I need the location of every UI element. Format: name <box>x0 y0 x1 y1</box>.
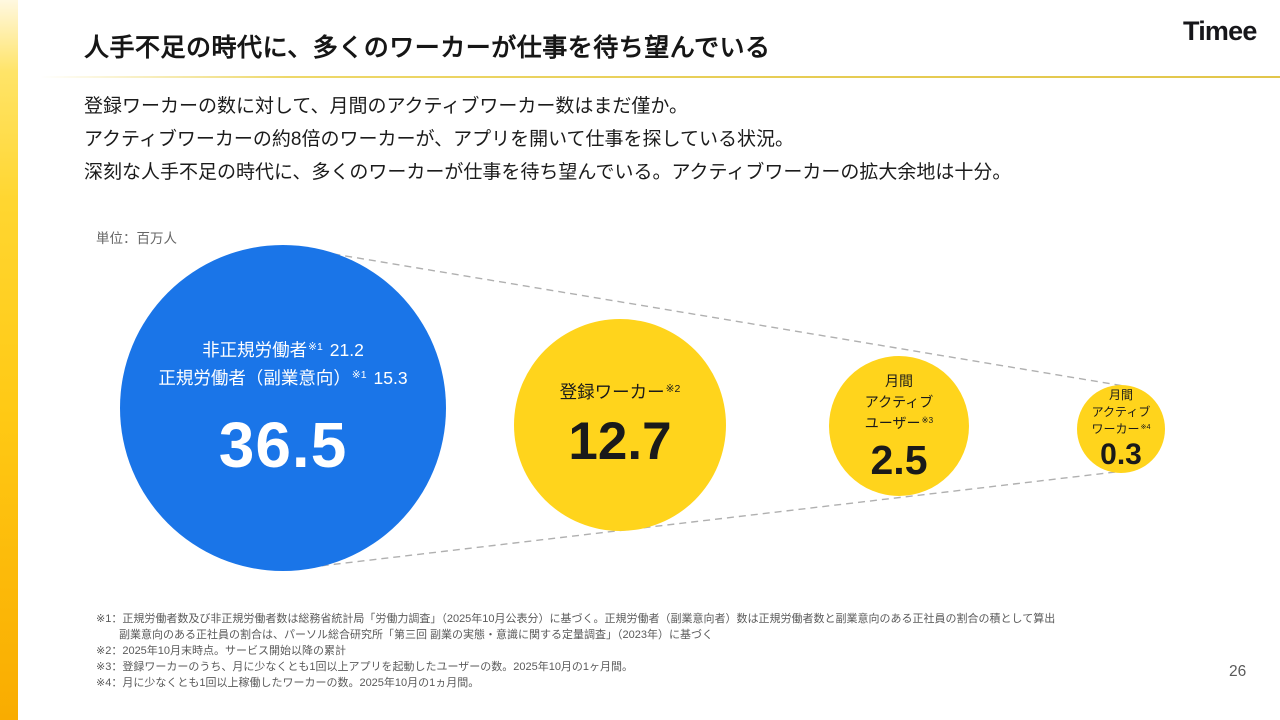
footnote-ref-1: ※1 <box>308 340 323 353</box>
footnotes: ※1：正規労働者数及び非正規労働者数は総務省統計局「労働力調査」（2025年10… <box>96 611 1055 691</box>
footnote-ref-3: ※3 <box>921 414 934 425</box>
bubble-label-line: アクティブ <box>864 393 934 410</box>
bubble-monthly-active-users: 月間 アクティブ ユーザー※3 2.5 <box>829 356 969 496</box>
intro-paragraph: 登録ワーカーの数に対して、月間のアクティブワーカー数はまだ僅か。 アクティブワー… <box>84 90 1011 189</box>
page-number: 26 <box>1229 663 1247 680</box>
intro-line-2: アクティブワーカーの約8倍のワーカーが、アプリを開いて仕事を探している状況。 <box>84 129 794 150</box>
breakdown-value: 15.3 <box>373 368 408 388</box>
bubble-label-text: 登録ワーカー <box>559 381 665 402</box>
bubble-value: 2.5 <box>870 436 928 483</box>
bubble-label-text: ワーカー <box>1091 422 1140 436</box>
bubble-label-text: ユーザー <box>864 414 921 431</box>
unit-label: 単位：百万人 <box>96 231 177 246</box>
bubble-label-line: ユーザー※3 <box>865 413 933 436</box>
bubble-total-workers: 非正規労働者※1 21.2 正規労働者（副業意向）※1 15.3 36.5 <box>120 245 446 571</box>
bubble-label-line: 月間 <box>885 372 913 389</box>
breakdown-value: 21.2 <box>329 339 364 360</box>
breakdown-line-1: 非正規労働者※1 21.2 <box>202 338 364 367</box>
left-accent-bar <box>0 0 18 720</box>
breakdown-label: 非正規労働者 <box>202 339 308 360</box>
bubble-label-line: ワーカー※4 <box>1091 421 1150 439</box>
bubble-label-line: 月間 <box>1108 388 1133 402</box>
bubble-registered-workers: 登録ワーカー※2 12.7 <box>514 319 726 531</box>
footnote-4: ※4：月に少なくとも1回以上稼働したワーカーの数。2025年10月の1ヵ月間。 <box>96 677 480 689</box>
footnote-ref-1: ※1 <box>351 369 367 382</box>
bubble-label: 登録ワーカー※2 <box>560 380 681 407</box>
timee-logo: Timee <box>1183 16 1257 46</box>
bubble-value: 36.5 <box>218 408 348 481</box>
intro-line-1: 登録ワーカーの数に対して、月間のアクティブワーカー数はまだ僅か。 <box>84 96 689 117</box>
breakdown-line-2: 正規労働者（副業意向）※1 15.3 <box>158 366 407 395</box>
bubble-label-line: アクティブ <box>1091 405 1151 419</box>
funnel-top-line <box>285 245 1125 387</box>
title-underline <box>40 76 1280 79</box>
breakdown-label: 正規労働者（副業意向） <box>158 368 351 388</box>
footnote-3: ※3：登録ワーカーのうち、月に少なくとも1回以上アプリを起動したユーザーの数。2… <box>96 661 634 673</box>
footnote-1: ※1：正規労働者数及び非正規労働者数は総務省統計局「労働力調査」（2025年10… <box>96 613 1056 625</box>
page-title: 人手不足の時代に、多くのワーカーが仕事を待ち望んでいる <box>84 34 771 62</box>
footnote-1-continued: 副業意向のある正社員の割合は、パーソル総合研究所「第三回 副業の実態・意識に関す… <box>119 629 714 641</box>
bubble-value: 0.3 <box>1100 438 1142 471</box>
footnote-ref-2: ※2 <box>665 382 681 395</box>
bubble-monthly-active-workers: 月間 アクティブ ワーカー※4 0.3 <box>1077 385 1165 473</box>
footnote-ref-4: ※4 <box>1140 422 1151 432</box>
footnote-2: ※2：2025年10月末時点。サービス開始以降の累計 <box>96 645 347 657</box>
bubble-value: 12.7 <box>568 411 672 471</box>
intro-line-3: 深刻な人手不足の時代に、多くのワーカーが仕事を待ち望んでいる。アクティブワーカー… <box>84 162 1012 183</box>
funnel-bottom-line <box>285 470 1125 571</box>
